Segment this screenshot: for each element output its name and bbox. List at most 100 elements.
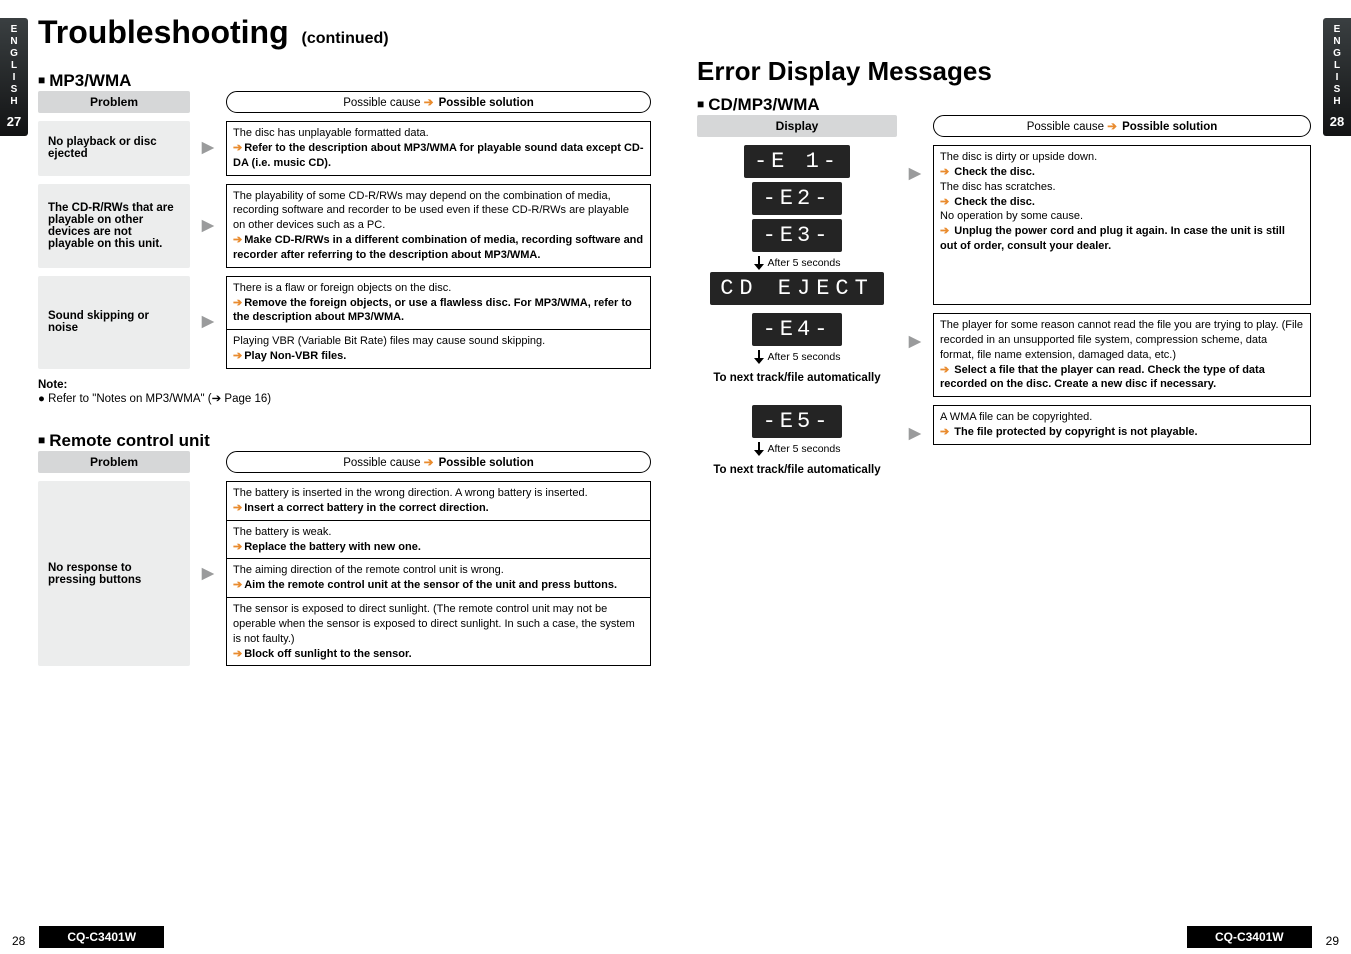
side-letter: E [11,24,18,36]
footer: 28 CQ-C3401W 29 CQ-C3401W [0,926,1351,948]
side-letter: S [1334,84,1341,96]
column-header-problem: Problem [38,451,190,473]
cause-plain: No operation by some cause. [940,210,1083,222]
cause-plain: A WMA file can be copyrighted. [940,411,1092,423]
section-heading-remote: ■Remote control unit [38,431,675,451]
after-seconds: After 5 seconds [754,256,841,270]
lcd-code: -E4- [752,313,842,346]
side-letter: S [11,84,18,96]
title-main: Troubleshooting [38,14,289,50]
cause-plain: The disc has unplayable formatted data. [233,127,429,139]
section-label: CD/MP3/WMA [708,95,819,114]
side-letter: G [1333,48,1341,60]
side-letter: H [10,96,17,108]
side-letter: N [1333,36,1340,48]
cause-box: Playing VBR (Variable Bit Rate) files ma… [226,330,651,369]
column-header-cause: Possible cause ➔ Possible solution [226,451,651,473]
note-body: ● Refer to "Notes on MP3/WMA" (➔ Page 16… [38,391,651,405]
side-letter: I [1336,72,1339,84]
cause-plain: The disc has scratches. [940,181,1056,193]
cause-box: The sensor is exposed to direct sunlight… [226,598,651,666]
side-letter: L [1334,60,1340,72]
section-label: MP3/WMA [49,71,131,90]
model-badge: CQ-C3401W [1187,926,1312,948]
down-arrow-icon [754,350,764,364]
after-seconds: After 5 seconds [754,442,841,456]
footer-page-left: 28 [12,934,25,948]
problem-cell: Sound skipping or noise [38,276,190,369]
display-column: -E 1- -E2- -E3- After 5 seconds CD EJECT [697,145,897,305]
error-title: Error Display Messages [697,56,1351,87]
cause-bold: Select a file that the player can read. … [940,364,1265,391]
cause-plain: The playability of some CD-R/RWs may dep… [233,190,629,232]
cause-prefix: Possible cause [343,97,424,109]
arrow-icon [190,184,226,268]
lcd-code: -E2- [752,182,842,215]
display-column: -E5- After 5 seconds To next track/file … [697,405,897,476]
cause-box: The playability of some CD-R/RWs may dep… [226,184,651,268]
cause-bold: The file protected by copyright is not p… [954,426,1197,438]
cause-bold: Check the disc. [954,166,1035,178]
side-page-num: 28 [1330,114,1344,129]
cause-bold: Refer to the description about MP3/WMA f… [233,142,644,169]
section-label: Remote control unit [49,431,210,450]
arrow-icon [897,405,933,476]
cause-prefix: Possible cause [343,457,424,469]
side-letter: E [1334,24,1341,36]
cause-box: The disc is dirty or upside down. ➔ Chec… [933,145,1311,305]
cause-prefix: Possible cause [1027,121,1108,133]
cause-bold-label: Possible solution [439,457,534,469]
page-left: E N G L I S H 27 Troubleshooting (contin… [0,0,675,900]
title-sub: (continued) [302,30,389,47]
cause-box: The battery is weak. ➔Replace the batter… [226,521,651,560]
cause-box: The aiming direction of the remote contr… [226,559,651,598]
side-letter: I [13,72,16,84]
cause-plain: The player for some reason cannot read t… [940,319,1303,361]
column-header-cause: Possible cause ➔ Possible solution [226,91,651,113]
cause-plain: Playing VBR (Variable Bit Rate) files ma… [233,335,545,347]
side-letter: H [1333,96,1340,108]
cause-bold: Unplug the power cord and plug it again.… [940,225,1285,252]
cause-box: The disc has unplayable formatted data. … [226,121,651,176]
down-arrow-icon [754,256,764,270]
to-next-label: To next track/file automatically [713,464,880,476]
lcd-code: -E 1- [744,145,850,178]
cause-bold: Block off sunlight to the sensor. [244,648,411,660]
side-tab-right: E N G L I S H 28 [1323,18,1351,136]
problem-cell: The CD-R/RWs that are playable on other … [38,184,190,268]
lcd-code: -E5- [752,405,842,438]
after-seconds: After 5 seconds [754,350,841,364]
arrow-icon [897,313,933,397]
side-letter: G [10,48,18,60]
cause-bold: Make CD-R/RWs in a different combination… [233,234,643,261]
arrow-icon [190,121,226,176]
section-heading-cd: ■CD/MP3/WMA [697,95,1351,115]
cause-box: A WMA file can be copyrighted. ➔ The fil… [933,405,1311,445]
column-header-problem: Problem [38,91,190,113]
cause-bold: Insert a correct battery in the correct … [244,502,489,514]
cause-plain: The sensor is exposed to direct sunlight… [233,603,635,645]
after-label: After 5 seconds [768,351,841,363]
lcd-eject: CD EJECT [710,272,884,305]
cause-plain: The battery is weak. [233,526,331,538]
column-header-display: Display [697,115,897,137]
cause-plain: The disc is dirty or upside down. [940,151,1097,163]
page-right: E N G L I S H 28 Error Display Messages … [675,0,1351,900]
cause-bold-label: Possible solution [439,97,534,109]
problem-cell: No playback or disc ejected [38,121,190,176]
cause-plain: There is a flaw or foreign objects on th… [233,282,451,294]
cause-bold-label: Possible solution [1122,121,1217,133]
problem-cell: No response to pressing buttons [38,481,190,666]
side-page-num: 27 [7,114,21,129]
after-label: After 5 seconds [768,257,841,269]
cause-box: The battery is inserted in the wrong dir… [226,481,651,521]
cause-bold: Check the disc. [954,196,1035,208]
cause-bold: Play Non-VBR files. [244,350,346,362]
to-next-label: To next track/file automatically [713,372,880,384]
down-arrow-icon [754,442,764,456]
cause-plain: The aiming direction of the remote contr… [233,564,504,576]
cause-box: The player for some reason cannot read t… [933,313,1311,397]
side-letter: L [11,60,17,72]
page-title: Troubleshooting (continued) [38,14,675,51]
footer-page-right: 29 [1326,934,1339,948]
